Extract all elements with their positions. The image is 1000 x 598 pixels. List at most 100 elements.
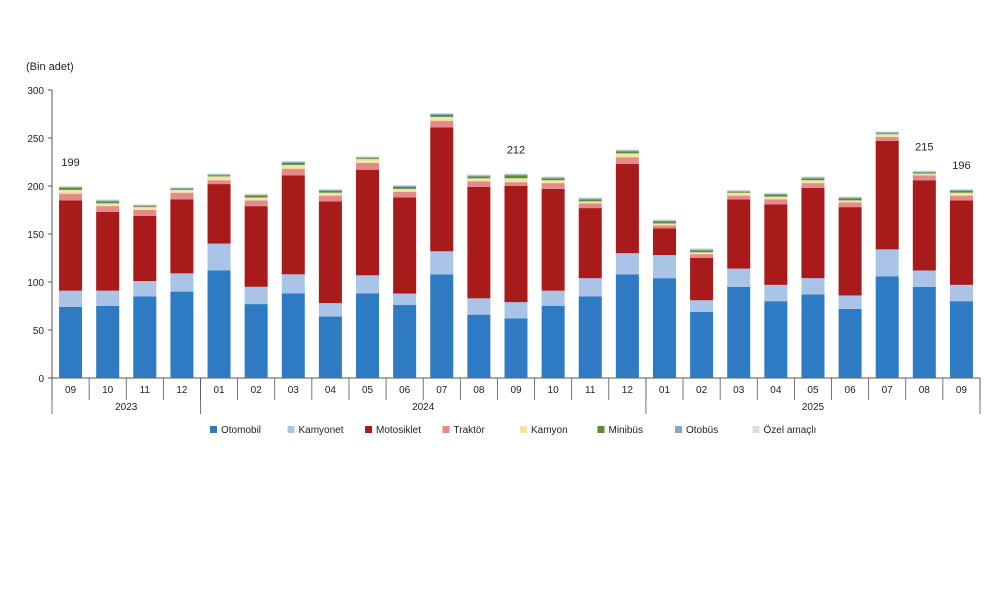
x-tick-label: 11 (585, 385, 596, 396)
bar-segment-otob-s (207, 174, 231, 176)
x-tick-label: 06 (845, 385, 857, 396)
bar-segment-otob-s (59, 186, 83, 188)
bar-segment-minib-s (949, 190, 973, 193)
bar-segment-motosiklet (690, 258, 714, 301)
bar-segment-motosiklet (838, 207, 862, 296)
bar-segment-motosiklet (318, 201, 342, 304)
bar-segment-kamyonet (578, 278, 602, 297)
bar-segment-minib-s (59, 187, 83, 190)
bar-segment-otomobil (504, 318, 528, 378)
legend-label: Otomobil (221, 425, 261, 436)
bar-segment-kamyonet (615, 253, 639, 275)
bar-segment-otob-s (244, 194, 268, 196)
bar-segment-kamyon (875, 134, 899, 138)
data-label: 212 (507, 145, 525, 157)
x-tick-label: 08 (919, 385, 931, 396)
bar-segment-otomobil (727, 286, 751, 378)
bar-segment--zel-ama-l- (801, 176, 825, 178)
bar-segment-otob-s (764, 193, 788, 195)
bar-segment--zel-ama-l- (727, 189, 751, 191)
bar-segment-otob-s (504, 174, 528, 176)
y-tick-label: 0 (38, 374, 44, 385)
bar-segment-motosiklet (59, 200, 83, 291)
bar-segment-kamyon (801, 180, 825, 184)
bar-segment-otomobil (541, 306, 565, 378)
bar-segment-kamyonet (467, 298, 491, 315)
x-tick-label: 11 (140, 385, 151, 396)
x-tick-label: 06 (399, 385, 411, 396)
bar-segment-minib-s (615, 151, 639, 154)
bar-segment-kamyon (949, 192, 973, 196)
bar-segment-kamyonet (652, 255, 676, 279)
legend-label: Kamyon (531, 425, 568, 436)
bar-segment-otob-s (467, 175, 491, 177)
bar-segment-kamyon (764, 196, 788, 200)
bar-segment-otomobil (430, 274, 454, 378)
bar-segment--zel-ama-l- (393, 185, 417, 186)
bar-segment--zel-ama-l- (652, 219, 676, 221)
legend-label: Özel amaçlı (764, 424, 817, 436)
bar-segment-otob-s (949, 189, 973, 191)
legend-swatch (287, 426, 295, 433)
bar-segment-otob-s (727, 190, 751, 192)
bar-segment-trakt-r (801, 183, 825, 188)
bar-segment-kamyonet (727, 268, 751, 287)
bar-segment--zel-ama-l- (244, 193, 268, 195)
bar-segment-trakt-r (393, 191, 417, 198)
bar-segment-kamyonet (59, 290, 83, 307)
bar-segment-trakt-r (356, 162, 380, 170)
bar-segment-kamyonet (393, 293, 417, 306)
y-axis-label: (Bin adet) (26, 61, 74, 73)
bar-segment-trakt-r (318, 195, 342, 202)
x-tick-label: 04 (770, 385, 782, 396)
bar-segment-kamyon (207, 176, 231, 181)
bar-segment-otomobil (133, 296, 157, 378)
bar-segment-otomobil (96, 306, 120, 378)
bar-segment--zel-ama-l- (838, 196, 862, 198)
bar-segment-minib-s (170, 188, 194, 190)
bar-segment-otomobil (393, 305, 417, 378)
bar-segment--zel-ama-l- (96, 199, 120, 201)
year-group-label: 2025 (802, 402, 825, 413)
y-tick-label: 50 (33, 326, 45, 337)
bar-segment-otomobil (207, 270, 231, 378)
bar-segment-otomobil (652, 278, 676, 378)
bar-segment-otomobil (801, 294, 825, 378)
bar-segment-minib-s (207, 175, 231, 177)
bar-segment-motosiklet (727, 199, 751, 269)
bar-segment-kamyonet (318, 303, 342, 317)
bar-segment-kamyon (318, 192, 342, 196)
bar-segment-otob-s (430, 114, 454, 115)
bar-segment-motosiklet (912, 180, 936, 271)
bar-segment-trakt-r (690, 254, 714, 258)
bar-segment-kamyon (912, 173, 936, 176)
y-tick-label: 300 (27, 86, 44, 97)
bar-segment-motosiklet (801, 187, 825, 279)
x-tick-label: 01 (659, 385, 671, 396)
bar-segment--zel-ama-l- (59, 186, 83, 187)
bar-segment-motosiklet (467, 186, 491, 299)
bar-segment-otomobil (949, 301, 973, 378)
legend-swatch (520, 426, 527, 433)
bar-segment--zel-ama-l- (949, 188, 973, 190)
bar-segment-otomobil (281, 293, 305, 378)
x-tick-label: 12 (622, 385, 634, 396)
bar-segment--zel-ama-l- (764, 192, 788, 194)
bar-segment-motosiklet (393, 197, 417, 294)
bar-segment-minib-s (652, 221, 676, 224)
bar-segment-minib-s (467, 176, 491, 179)
bar-segment-otomobil (578, 296, 602, 378)
bar-segment-motosiklet (578, 208, 602, 279)
bar-segment-otob-s (281, 162, 305, 163)
bar-segment-otomobil (912, 286, 936, 378)
bar-segment-trakt-r (652, 225, 676, 229)
data-label: 215 (915, 142, 933, 154)
bar-segment-trakt-r (615, 157, 639, 164)
x-tick-label: 05 (362, 385, 374, 396)
y-tick-label: 100 (27, 278, 44, 289)
bar-segment-kamyonet (244, 286, 268, 305)
x-tick-label: 02 (251, 385, 263, 396)
y-tick-label: 150 (27, 230, 44, 241)
bar-segment-otob-s (356, 157, 380, 159)
bar-segment-kamyon (244, 197, 268, 201)
